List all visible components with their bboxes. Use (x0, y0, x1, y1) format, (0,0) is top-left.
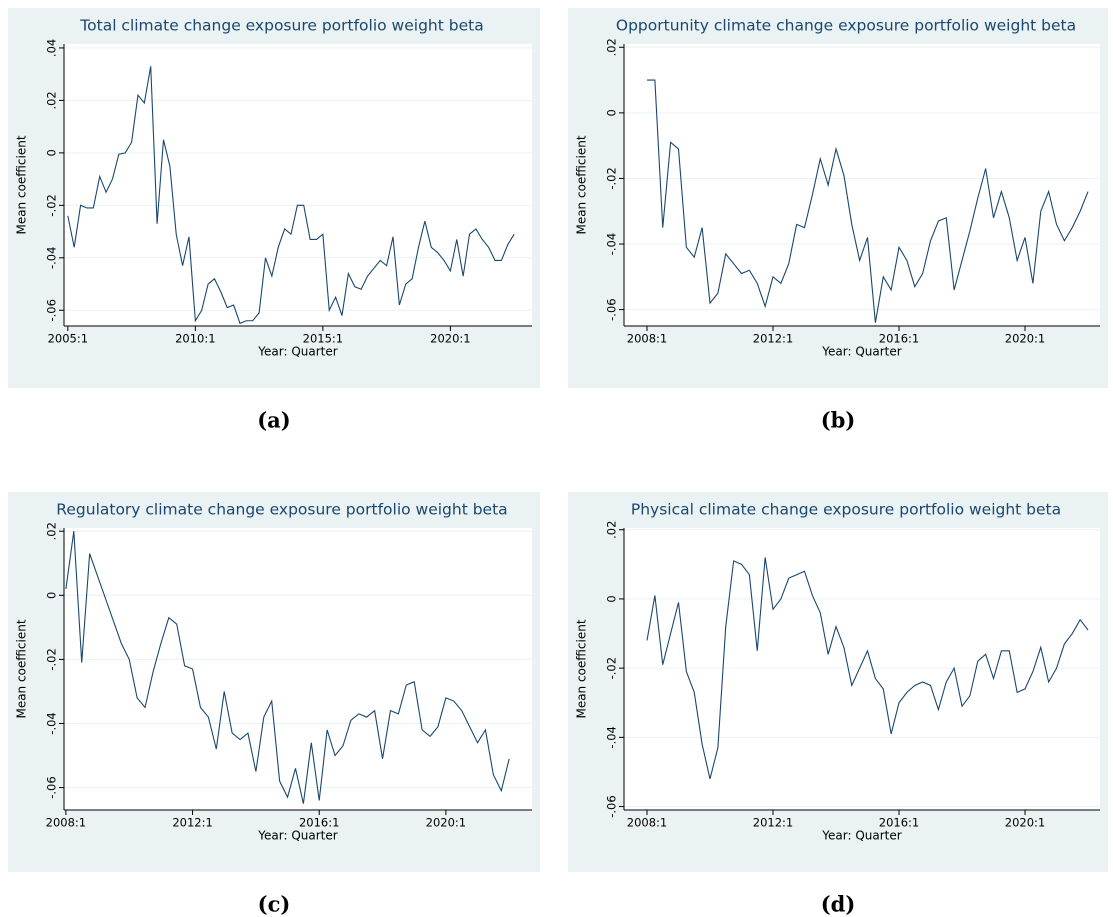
x-tick-label: 2008:1 (627, 332, 667, 346)
y-tick-label: -.06 (45, 299, 59, 321)
x-tick-label: 2020:1 (1005, 332, 1045, 346)
data-line (646, 557, 1089, 779)
y-axis-label: Mean coefficient (15, 619, 29, 718)
y-tick-label: -.04 (45, 247, 59, 269)
data-line (647, 79, 1089, 323)
x-axis-label: Year: Quarter (821, 345, 901, 359)
y-axis-label: Mean coefficient (575, 619, 589, 718)
x-tick-label: 2010:1 (175, 332, 215, 346)
chart-panel: Physical climate change exposure portfol… (568, 492, 1108, 917)
x-tick-label: 2012:1 (172, 816, 212, 830)
y-tick-label: 0 (605, 109, 619, 116)
chart-title: Total climate change exposure portfolio … (79, 17, 483, 35)
y-tick-label: 0 (45, 592, 59, 599)
chart-panel: Opportunity climate change exposure port… (568, 8, 1108, 433)
plot-area (64, 528, 532, 810)
y-tick-label: -.02 (605, 167, 619, 189)
plot-area (64, 44, 532, 326)
data-line (65, 531, 510, 804)
y-tick-label: -.02 (45, 194, 59, 216)
plot-area (624, 44, 1100, 326)
caption: (b) (821, 408, 856, 433)
chart-panel: Total climate change exposure portfolio … (8, 8, 540, 433)
x-tick-label: 2012:1 (753, 816, 793, 830)
x-axis-label: Year: Quarter (821, 829, 901, 843)
y-tick-label: -.06 (45, 776, 59, 798)
y-tick-label: 0 (605, 595, 619, 602)
x-tick-label: 2020:1 (426, 816, 466, 830)
x-tick-label: 2020:1 (430, 332, 470, 346)
x-tick-label: 2005:1 (48, 332, 88, 346)
y-tick-label: -.04 (45, 712, 59, 734)
x-tick-label: 2016:1 (299, 816, 339, 830)
chart-title: Physical climate change exposure portfol… (631, 501, 1061, 519)
x-tick-label: 2012:1 (753, 332, 793, 346)
plot-area (624, 528, 1100, 810)
chart-panel: Regulatory climate change exposure portf… (8, 492, 540, 917)
y-tick-label: -.04 (605, 726, 619, 748)
y-tick-label: -.06 (605, 795, 619, 817)
x-tick-label: 2015:1 (303, 332, 343, 346)
x-tick-label: 2008:1 (46, 816, 86, 830)
y-tick-label: .02 (45, 522, 59, 540)
y-tick-label: -.02 (45, 648, 59, 670)
data-line (67, 66, 515, 325)
y-tick-label: -.06 (605, 298, 619, 320)
x-tick-label: 2016:1 (879, 816, 919, 830)
caption: (a) (257, 408, 290, 433)
x-tick-label: 2016:1 (879, 332, 919, 346)
x-tick-label: 2008:1 (627, 816, 667, 830)
x-axis-label: Year: Quarter (257, 345, 337, 359)
chart-title: Opportunity climate change exposure port… (616, 17, 1076, 35)
x-axis-label: Year: Quarter (257, 829, 337, 843)
chart-title: Regulatory climate change exposure portf… (56, 501, 507, 519)
x-tick-label: 2020:1 (1005, 816, 1045, 830)
y-tick-label: .02 (605, 38, 619, 56)
y-tick-label: .04 (45, 39, 59, 57)
y-tick-label: -.02 (605, 657, 619, 679)
y-tick-label: .02 (605, 521, 619, 539)
y-tick-label: -.04 (605, 233, 619, 255)
y-tick-label: .02 (45, 91, 59, 109)
y-tick-label: 0 (45, 149, 59, 156)
caption: (d) (821, 892, 856, 917)
y-axis-label: Mean coefficient (15, 135, 29, 234)
y-axis-label: Mean coefficient (575, 135, 589, 234)
caption: (c) (258, 892, 291, 917)
